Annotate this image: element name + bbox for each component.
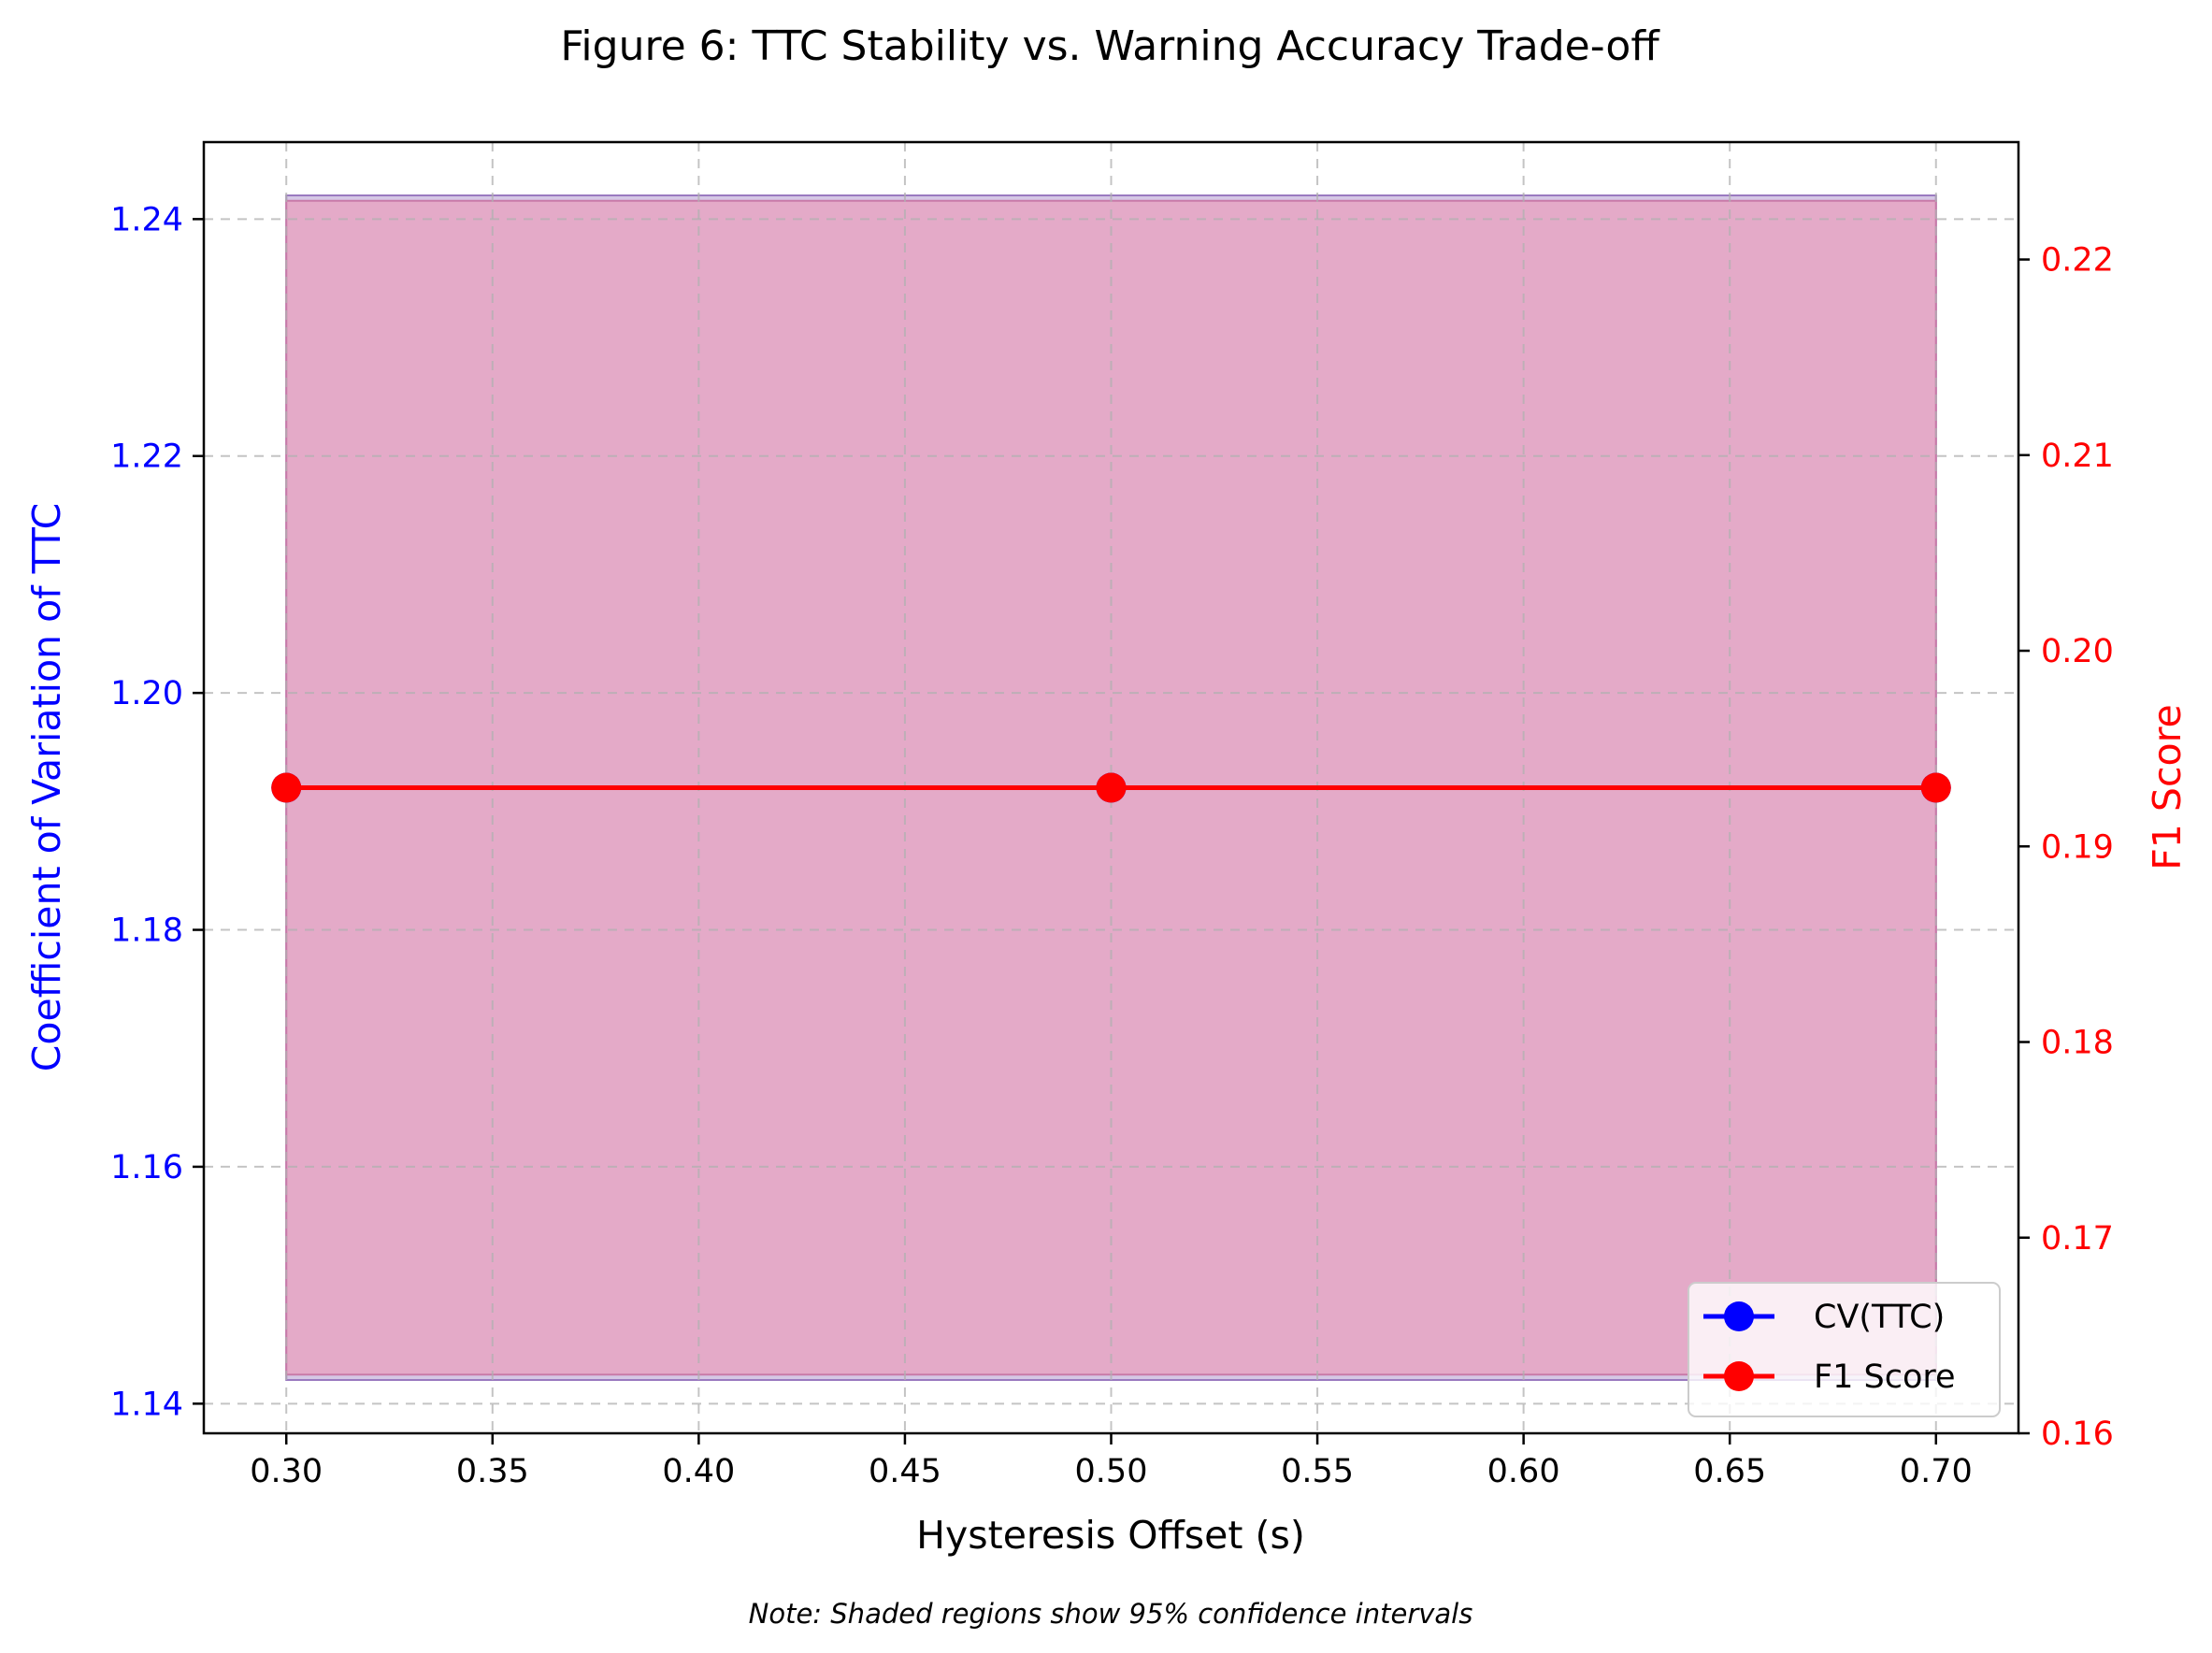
data-point-f1: [1920, 772, 1951, 803]
y-right-tick-label: 0.18: [2041, 1025, 2114, 1062]
chart-note: Note: Shaded regions show 95% confidence…: [749, 1598, 1473, 1630]
x-axis-label: Hysteresis Offset (s): [916, 1513, 1305, 1558]
legend-marker-cv: [1724, 1301, 1754, 1331]
y-right-tick-label: 0.22: [2041, 242, 2114, 280]
x-tick-label: 0.60: [1487, 1453, 1560, 1490]
legend-marker-f1: [1724, 1361, 1754, 1391]
y-right-tick-label: 0.17: [2041, 1220, 2114, 1258]
data-point-f1: [271, 772, 302, 803]
y-left-tick-label: 1.20: [110, 675, 183, 712]
chart-title: Figure 6: TTC Stability vs. Warning Accu…: [560, 22, 1660, 70]
x-tick-label: 0.35: [456, 1453, 529, 1490]
y-axis-left-label: Coefficient of Variation of TTC: [24, 503, 69, 1071]
y-right-tick-label: 0.19: [2041, 828, 2114, 866]
x-tick-label: 0.55: [1281, 1453, 1354, 1490]
y-left-tick-label: 1.16: [110, 1149, 183, 1186]
x-tick-label: 0.45: [869, 1453, 941, 1490]
y-right-tick-label: 0.16: [2041, 1416, 2114, 1453]
legend-label-cv: CV(TTC): [1814, 1299, 1945, 1336]
legend-label-f1: F1 Score: [1814, 1358, 1956, 1396]
x-tick-label: 0.50: [1075, 1453, 1148, 1490]
y-left-tick-label: 1.24: [110, 201, 183, 238]
x-tick-label: 0.65: [1693, 1453, 1766, 1490]
x-tick-label: 0.70: [1900, 1453, 1973, 1490]
x-ticks: 0.30 0.35 0.40 0.45 0.50 0.55 0.60 0.65 0.70: [250, 1433, 1973, 1490]
y-right-ticks: 0.16 0.17 0.18 0.19 0.20 0.21 0.22: [2018, 242, 2114, 1453]
x-tick-label: 0.40: [662, 1453, 735, 1490]
y-axis-right-label: F1 Score: [2145, 704, 2190, 870]
y-left-tick-label: 1.14: [110, 1386, 183, 1423]
data-point-f1: [1096, 772, 1127, 803]
x-tick-label: 0.30: [250, 1453, 323, 1490]
legend: CV(TTC) F1 Score: [1688, 1282, 2001, 1417]
series-layer: [271, 772, 1951, 803]
y-left-tick-label: 1.18: [110, 913, 183, 950]
y-right-tick-label: 0.20: [2041, 633, 2114, 670]
y-right-tick-label: 0.21: [2041, 438, 2114, 475]
y-left-ticks: 1.14 1.16 1.18 1.20 1.22 1.24: [110, 201, 204, 1423]
y-left-tick-label: 1.22: [110, 438, 183, 476]
